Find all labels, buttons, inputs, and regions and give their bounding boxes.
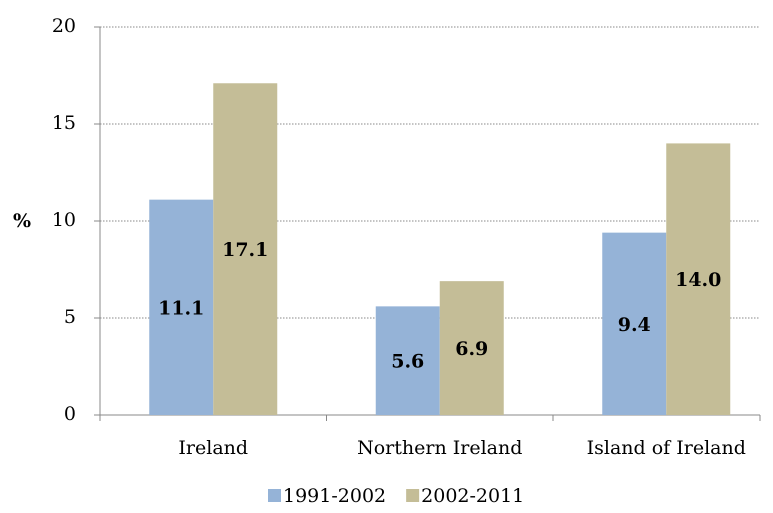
y-tick-label: 15 xyxy=(52,112,76,134)
x-tick-label: Ireland xyxy=(178,437,248,459)
x-tick-label: Northern Ireland xyxy=(357,437,522,459)
value-label: 14.0 xyxy=(675,269,721,291)
value-label: 9.4 xyxy=(618,314,651,336)
y-tick-label: 5 xyxy=(64,306,76,328)
y-axis-label: % xyxy=(13,210,31,232)
x-tick-label: Island of Ireland xyxy=(587,437,746,459)
legend-label: 2002-2011 xyxy=(421,485,524,507)
bar xyxy=(602,232,667,415)
bar xyxy=(149,199,214,415)
value-label: 11.1 xyxy=(158,297,204,319)
value-label: 17.1 xyxy=(222,239,268,261)
y-tick-label: 20 xyxy=(52,15,76,37)
value-label: 5.6 xyxy=(391,351,424,373)
bar xyxy=(666,143,731,415)
bar xyxy=(213,83,278,415)
y-tick-label: 0 xyxy=(64,403,76,425)
bar xyxy=(375,306,440,415)
legend-swatch xyxy=(268,489,281,502)
value-label: 6.9 xyxy=(455,338,488,360)
y-tick-label: 10 xyxy=(52,209,76,231)
legend-swatch xyxy=(406,489,420,502)
bar xyxy=(439,281,504,415)
legend-label: 1991-2002 xyxy=(283,485,386,507)
